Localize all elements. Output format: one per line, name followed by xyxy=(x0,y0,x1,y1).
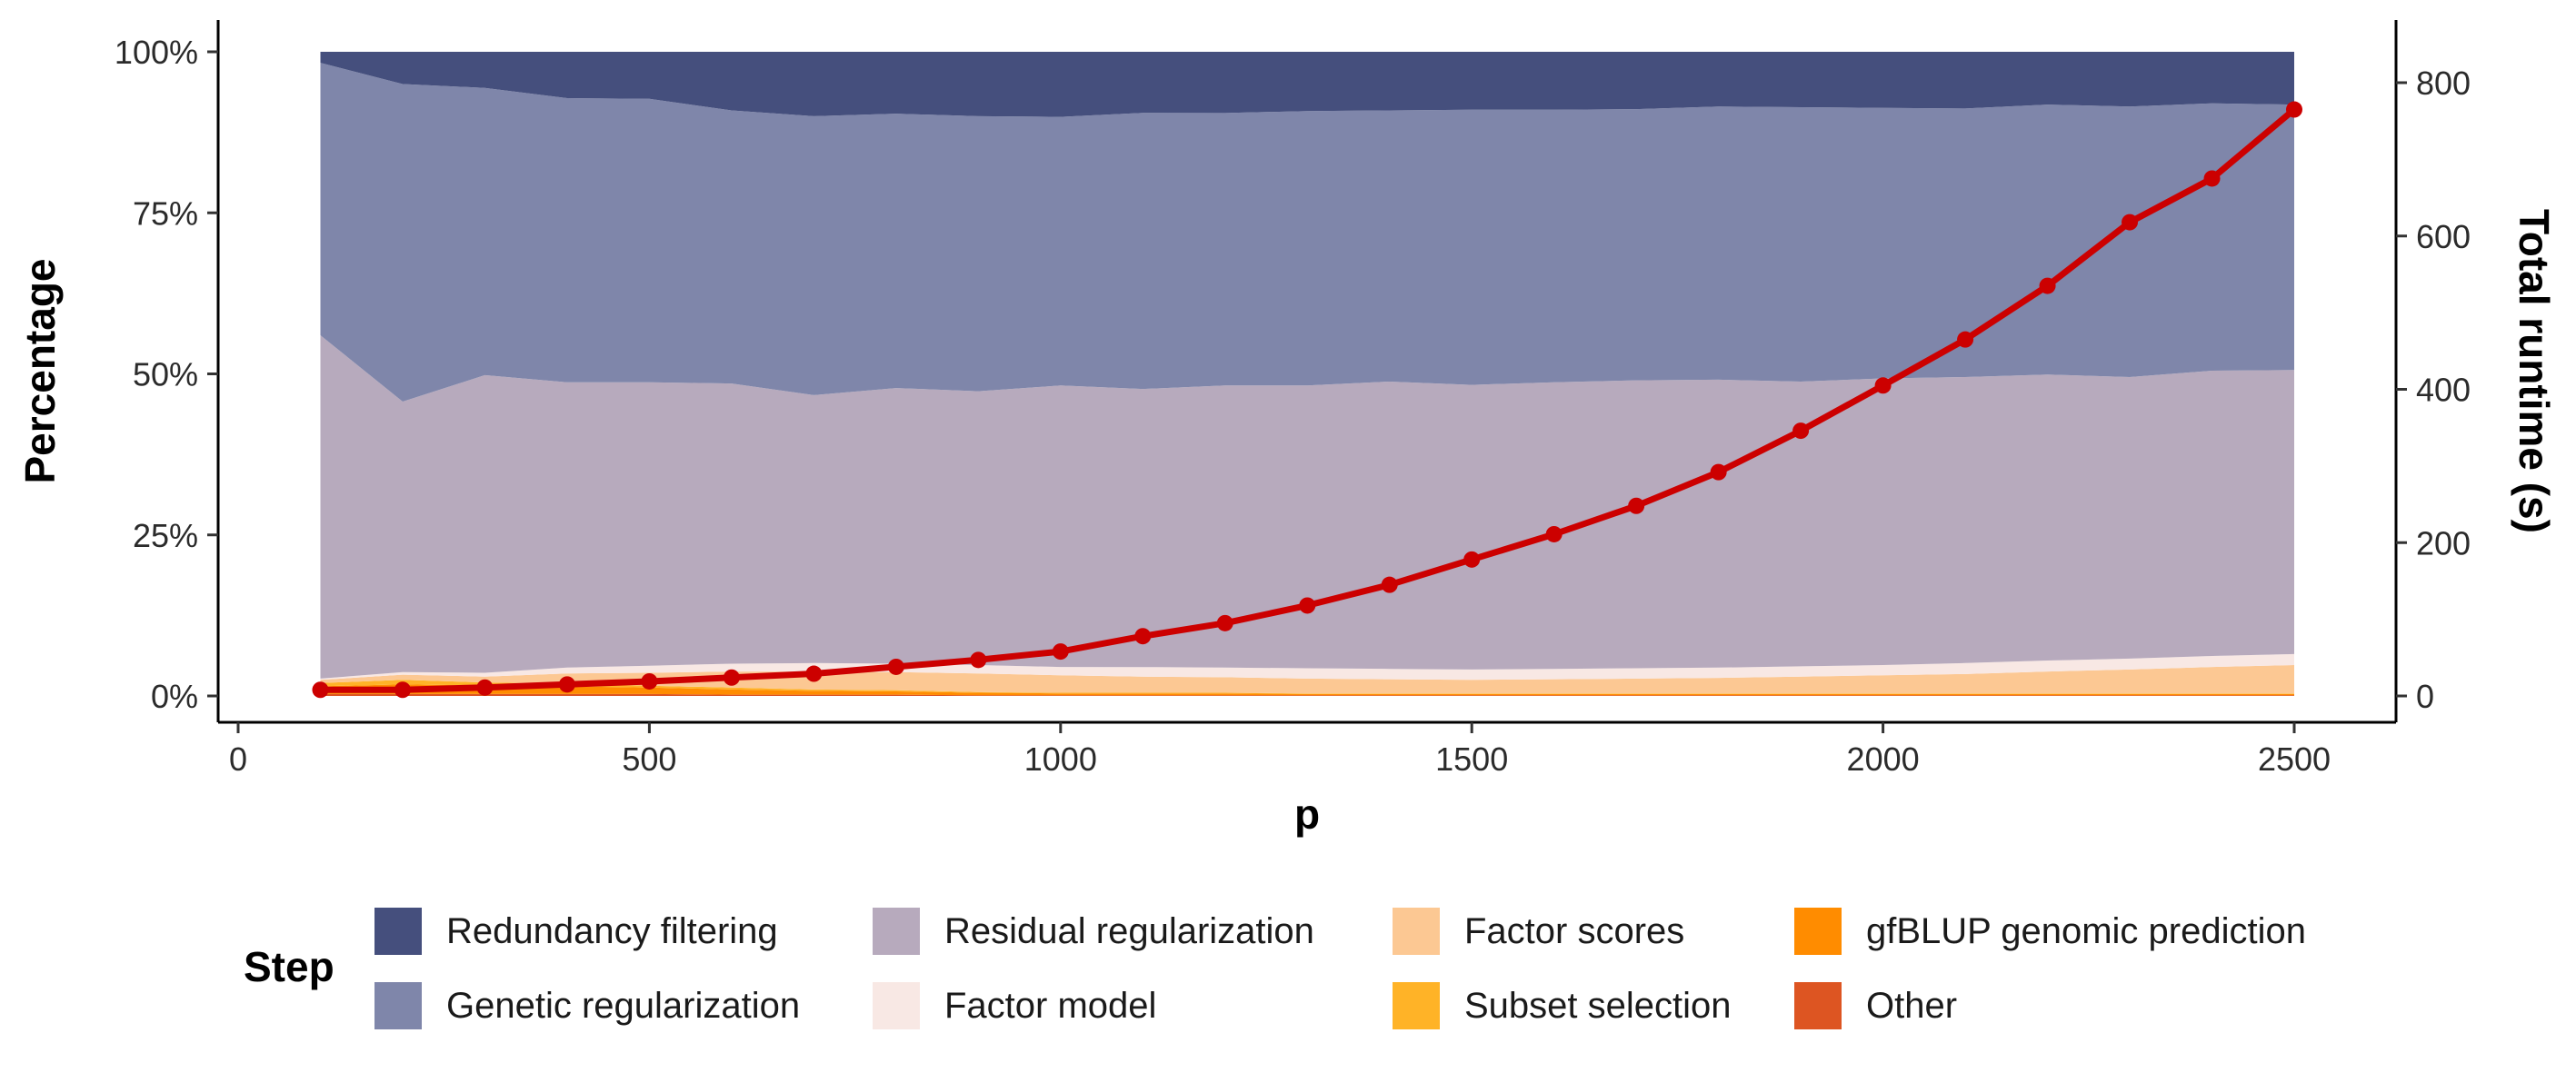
y2-tick-label: 200 xyxy=(2416,524,2471,561)
legend-swatch xyxy=(1393,982,1440,1029)
runtime-point xyxy=(1545,525,1563,542)
y2-tick-label: 600 xyxy=(2416,218,2471,255)
legend-swatch xyxy=(873,908,920,955)
runtime-point xyxy=(558,676,575,693)
area-residual-regularization xyxy=(320,335,2294,679)
runtime-point xyxy=(1216,614,1233,631)
y-tick-label: 100% xyxy=(115,34,198,71)
runtime-point xyxy=(1299,597,1316,614)
runtime-line-layer xyxy=(312,101,2302,699)
legend-swatch xyxy=(1393,908,1440,955)
legend-label: Subset selection xyxy=(1464,986,1732,1026)
runtime-point xyxy=(394,681,411,699)
y2-axis-title: Total runtime (s) xyxy=(2511,209,2558,533)
runtime-point xyxy=(476,679,494,696)
y-tick-label: 50% xyxy=(133,356,198,393)
legend-label: Other xyxy=(1866,986,1957,1026)
x-tick-label: 1500 xyxy=(1435,740,1508,778)
legend-label: Factor model xyxy=(944,986,1156,1026)
x-tick-label: 1000 xyxy=(1024,740,1097,778)
runtime-point xyxy=(887,658,904,675)
runtime-point xyxy=(805,665,823,682)
y2-tick-label: 800 xyxy=(2416,65,2471,102)
legend-swatch xyxy=(374,908,422,955)
runtime-point xyxy=(1792,422,1810,440)
area-layers xyxy=(320,52,2294,696)
area-gfblup-genomic-prediction xyxy=(320,684,2294,696)
legend-swatch xyxy=(1794,982,1842,1029)
area-subset-selection xyxy=(320,680,2294,694)
runtime-point xyxy=(2286,101,2302,118)
x-tick-label: 2500 xyxy=(2258,740,2331,778)
runtime-point xyxy=(312,681,329,699)
legend: Step Redundancy filtering Genetic regular… xyxy=(244,908,2306,1029)
legend-label: Redundancy filtering xyxy=(446,911,778,951)
legend-label: gfBLUP genomic prediction xyxy=(1866,911,2306,951)
area-redundancy-filtering xyxy=(320,52,2294,117)
legend-label: Residual regularization xyxy=(944,911,1314,951)
runtime-point xyxy=(1710,463,1727,481)
runtime-point xyxy=(723,669,740,686)
y-tick-label: 75% xyxy=(133,194,198,232)
legend-swatch xyxy=(1794,908,1842,955)
runtime-point xyxy=(1381,576,1398,593)
y-tick-label: 0% xyxy=(151,678,198,715)
area-other xyxy=(320,693,2294,696)
runtime-point xyxy=(2203,170,2221,187)
runtime-point xyxy=(2039,277,2056,294)
y-tick-label: 25% xyxy=(133,517,198,554)
area-genetic-regularization xyxy=(320,63,2294,402)
runtime-point xyxy=(1134,628,1152,645)
x-axis-title: p xyxy=(1294,790,1320,838)
x-tick-label: 2000 xyxy=(1847,740,1920,778)
legend-label: Genetic regularization xyxy=(446,986,800,1026)
runtime-point xyxy=(1463,551,1481,568)
x-tick-label: 500 xyxy=(622,740,676,778)
legend-swatch xyxy=(374,982,422,1029)
runtime-point xyxy=(2122,214,2139,231)
runtime-point xyxy=(1957,331,1974,348)
y-axis-title: Percentage xyxy=(16,258,64,483)
legend-swatch xyxy=(873,982,920,1029)
runtime-point xyxy=(970,651,987,669)
legend-label: Factor scores xyxy=(1464,911,1684,951)
x-tick-label: 0 xyxy=(229,740,247,778)
runtime-point xyxy=(641,672,658,690)
y2-tick-label: 0 xyxy=(2416,678,2434,715)
y2-tick-label: 400 xyxy=(2416,372,2471,409)
runtime-point xyxy=(1874,377,1892,394)
axes: 0% 25% 50% 75% 100% 0 200 400 600 800 0 500 1000 1500… xyxy=(115,20,2471,778)
area-factor-model xyxy=(320,653,2294,681)
runtime-point xyxy=(1052,643,1069,661)
legend-title: Step xyxy=(244,943,334,990)
runtime-point xyxy=(1628,497,1645,514)
